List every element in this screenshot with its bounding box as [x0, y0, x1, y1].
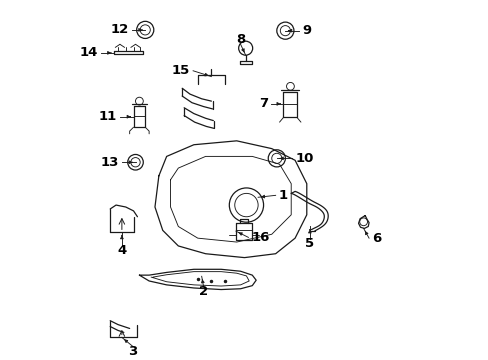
Text: 12: 12: [110, 23, 128, 36]
Text: 8: 8: [236, 33, 244, 46]
Text: 14: 14: [80, 46, 98, 59]
Text: 1: 1: [278, 189, 287, 202]
Text: 15: 15: [171, 64, 190, 77]
Text: 2: 2: [199, 285, 208, 298]
Text: 13: 13: [100, 156, 119, 169]
Text: 4: 4: [117, 244, 126, 257]
Text: 11: 11: [99, 110, 117, 123]
Text: 10: 10: [294, 152, 313, 165]
Text: 6: 6: [371, 231, 381, 245]
Text: 5: 5: [305, 237, 314, 250]
Text: 16: 16: [251, 231, 269, 244]
Text: 7: 7: [258, 97, 267, 111]
Text: 3: 3: [128, 345, 137, 357]
Text: 9: 9: [302, 24, 310, 37]
